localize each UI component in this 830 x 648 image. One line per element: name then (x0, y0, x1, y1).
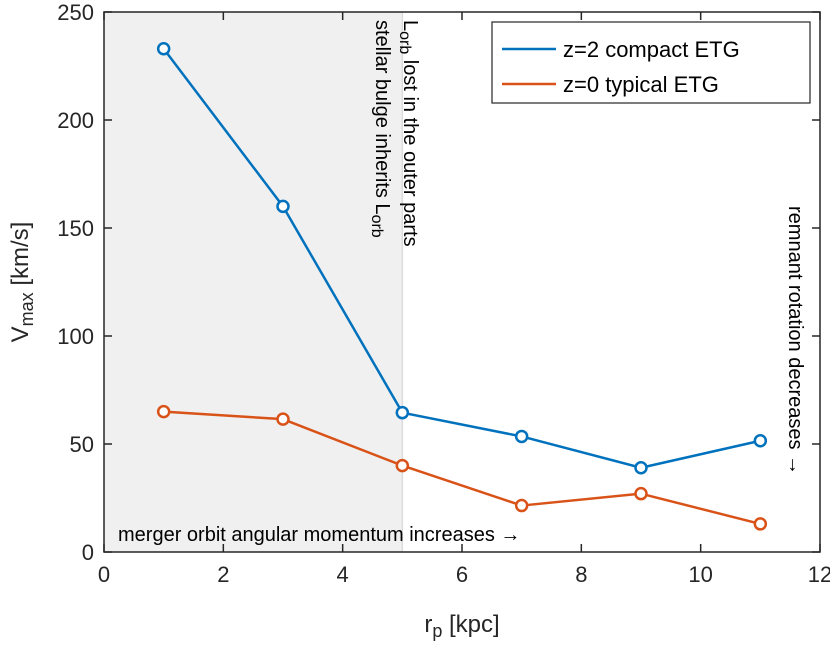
shaded-region (104, 12, 403, 552)
x-axis-title: rp [kpc] (424, 611, 499, 641)
axis-ticks: 0 2 4 6 8 10 12 0 50 100 150 200 250 (57, 0, 830, 587)
series-line-1 (163, 410, 761, 526)
series-line-0 (162, 47, 761, 470)
legend-box (491, 21, 811, 104)
legend-label-1: z=0 typical ETG (563, 72, 719, 97)
y-tick-label: 0 (82, 540, 94, 565)
y-tick-label: 200 (57, 108, 94, 133)
data-point-series-0 (276, 199, 290, 214)
x-tick-label: 0 (98, 562, 110, 587)
y-tick-label: 100 (57, 324, 94, 349)
data-point-series-1 (276, 412, 290, 426)
x-tick-label: 2 (217, 562, 229, 587)
data-point-series-0 (156, 41, 171, 56)
data-point-series-1 (634, 486, 648, 501)
annotation-far-right-vertical: remnant rotation decreases → (784, 206, 806, 475)
x-tick-label: 10 (688, 562, 712, 587)
data-point-series-0 (395, 405, 410, 420)
annotation-right-vertical: Lorb lost in the outer parts (396, 20, 421, 247)
data-point-series-1 (753, 517, 768, 531)
y-tick-label: 50 (70, 432, 94, 457)
x-tick-label: 12 (808, 562, 830, 587)
legend: z=2 compact ETG z=0 typical ETG (491, 21, 811, 104)
annotation-bottom: merger orbit angular momentum increases … (118, 524, 520, 546)
data-point-series-0 (514, 429, 529, 444)
y-tick-label: 250 (57, 0, 94, 25)
x-tick-label: 8 (575, 562, 587, 587)
series-lines (162, 47, 761, 526)
data-point-series-1 (514, 498, 529, 513)
data-point-series-1 (156, 404, 171, 419)
y-tick-label: 150 (57, 216, 94, 241)
data-point-series-0 (634, 461, 648, 475)
x-tick-label: 4 (337, 562, 349, 587)
annotation-left-vertical: stellar bulge inherits Lorb (368, 20, 393, 238)
legend-label-0: z=2 compact ETG (563, 37, 740, 62)
series-points (156, 41, 768, 531)
y-axis-title: Vmax [km/s] (7, 222, 37, 343)
data-point-series-0 (753, 434, 768, 448)
x-tick-label: 6 (456, 562, 468, 587)
data-point-series-1 (395, 458, 410, 473)
